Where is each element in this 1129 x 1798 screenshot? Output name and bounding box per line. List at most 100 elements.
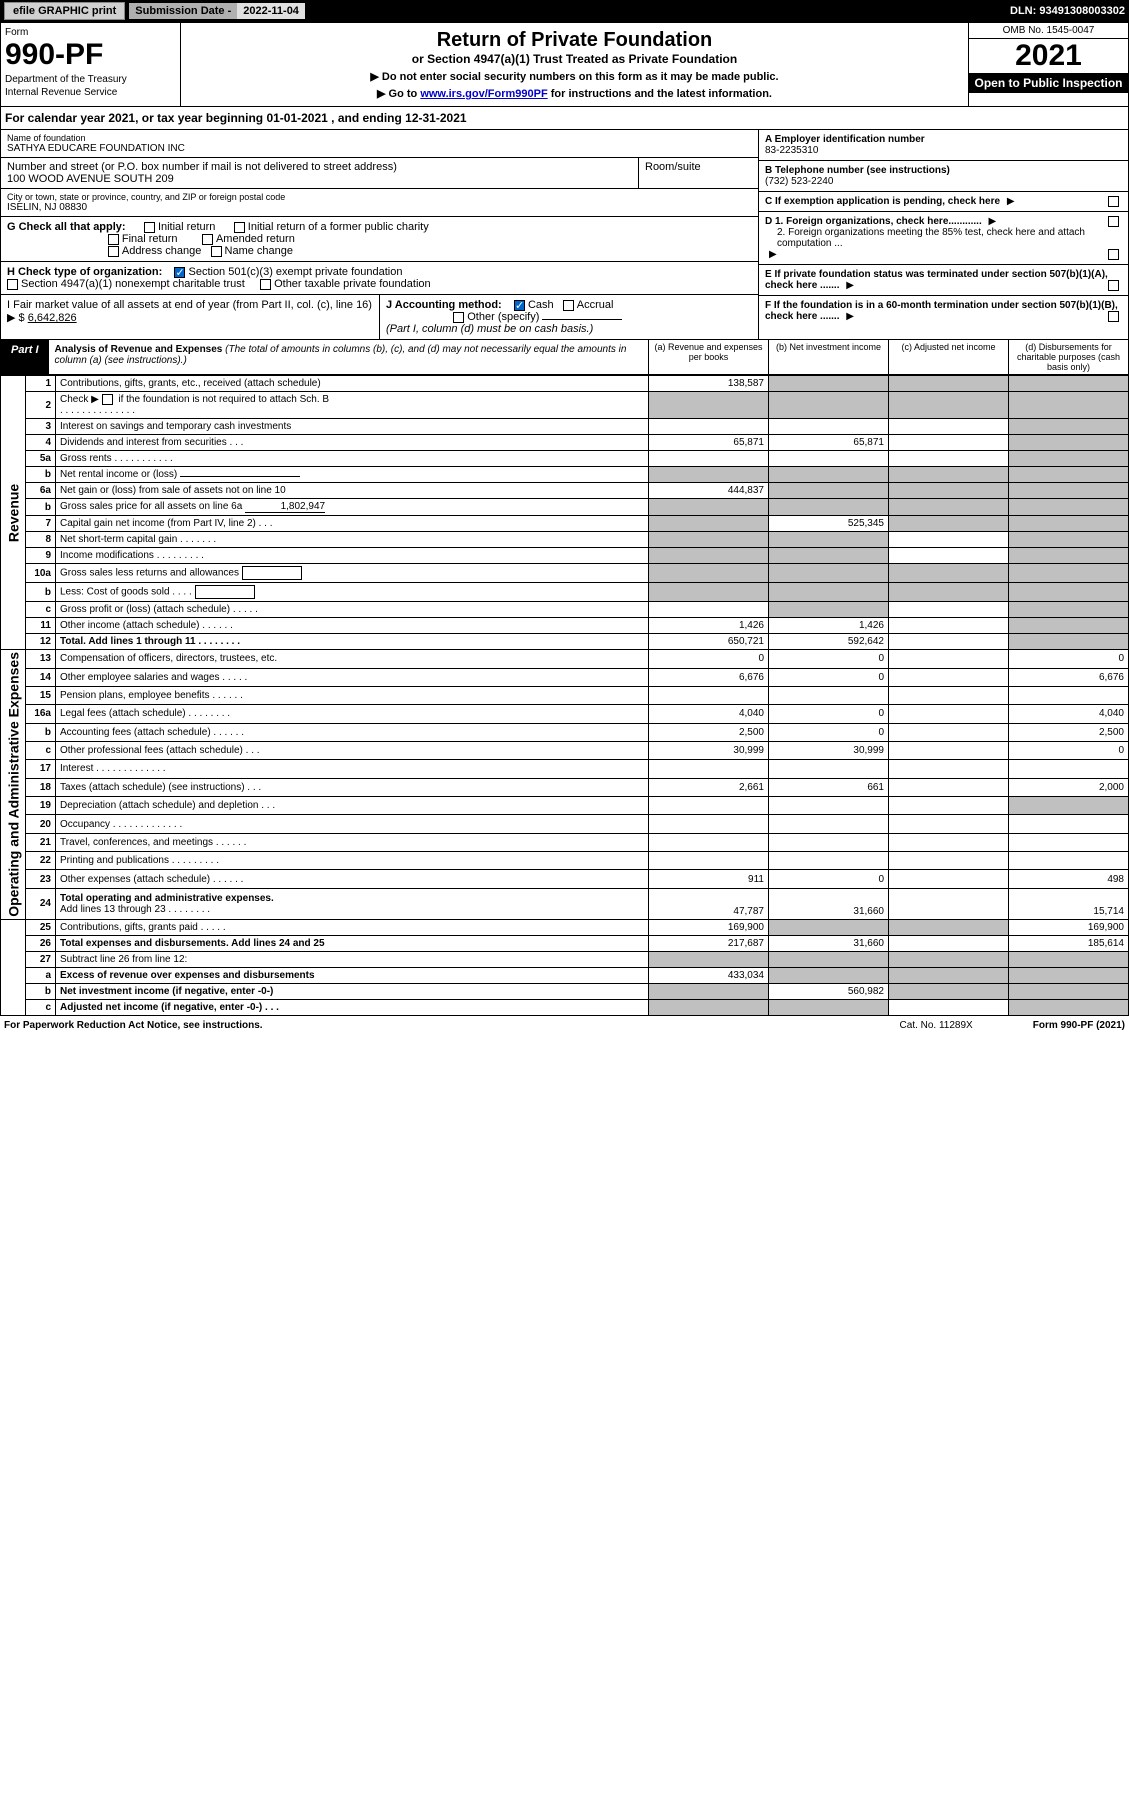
row-7: 7Capital gain net income (from Part IV, … (1, 516, 1129, 532)
form-label: Form (5, 27, 176, 38)
col-c-header: (c) Adjusted net income (888, 340, 1008, 374)
row-8: 8Net short-term capital gain . . . . . .… (1, 532, 1129, 548)
submission-date: 2022-11-04 (237, 3, 305, 19)
row-22: 22Printing and publications . . . . . . … (1, 852, 1129, 870)
checkbox-sch-b[interactable] (102, 394, 113, 405)
name-label: Name of foundation (7, 133, 752, 143)
row-25: 25Contributions, gifts, grants paid . . … (1, 919, 1129, 935)
checkbox-addr-change[interactable] (108, 246, 119, 257)
a-label: A Employer identification number (765, 134, 925, 145)
phone: (732) 523-2240 (765, 176, 833, 187)
row-27b: bNet investment income (if negative, ent… (1, 983, 1129, 999)
row-10c: cGross profit or (loss) (attach schedule… (1, 602, 1129, 618)
fair-market-value: 6,642,826 (28, 312, 77, 324)
checkbox-final[interactable] (108, 234, 119, 245)
room-label: Room/suite (645, 161, 752, 173)
row-16b: bAccounting fees (attach schedule) . . .… (1, 723, 1129, 741)
checkbox-4947[interactable] (7, 279, 18, 290)
top-bar: efile GRAPHIC print Submission Date - 20… (0, 0, 1129, 22)
row-15: 15Pension plans, employee benefits . . .… (1, 686, 1129, 704)
row-20: 20Occupancy . . . . . . . . . . . . . (1, 815, 1129, 833)
part1-tag: Part I (1, 340, 49, 374)
checkbox-cash[interactable] (514, 300, 525, 311)
efile-print-button[interactable]: efile GRAPHIC print (4, 2, 125, 20)
tax-year: 2021 (969, 39, 1128, 73)
col-b-header: (b) Net investment income (768, 340, 888, 374)
j-note: (Part I, column (d) must be on cash basi… (386, 323, 593, 335)
irs-link[interactable]: www.irs.gov/Form990PF (420, 88, 547, 100)
addr-label: Number and street (or P.O. box number if… (7, 161, 632, 173)
e-label: E If private foundation status was termi… (765, 269, 1108, 291)
row-5a: 5aGross rents . . . . . . . . . . . (1, 451, 1129, 467)
checkbox-e[interactable] (1108, 280, 1119, 291)
row-3: 3Interest on savings and temporary cash … (1, 419, 1129, 435)
dln: DLN: 93491308003302 (1010, 5, 1125, 17)
city-state-zip: ISELIN, NJ 08830 (7, 202, 752, 213)
form-subtitle: or Section 4947(a)(1) Trust Treated as P… (187, 52, 962, 66)
submission-label: Submission Date - (129, 3, 237, 19)
note-link: ▶ Go to www.irs.gov/Form990PF for instru… (187, 87, 962, 100)
row-10a: 10aGross sales less returns and allowanc… (1, 564, 1129, 583)
row-4: 4Dividends and interest from securities … (1, 435, 1129, 451)
row-5b: bNet rental income or (loss) (1, 467, 1129, 483)
checkbox-initial[interactable] (144, 222, 155, 233)
row-10b: bLess: Cost of goods sold . . . . (1, 583, 1129, 602)
checkbox-name-change[interactable] (211, 246, 222, 257)
omb-number: OMB No. 1545-0047 (969, 23, 1128, 39)
row-19: 19Depreciation (attach schedule) and dep… (1, 797, 1129, 815)
d2-label: 2. Foreign organizations meeting the 85%… (765, 227, 1122, 249)
form-title: Return of Private Foundation (187, 29, 962, 52)
form-header: Form 990-PF Department of the Treasury I… (0, 22, 1129, 107)
checkbox-501c3[interactable] (174, 267, 185, 278)
row-17: 17Interest . . . . . . . . . . . . . (1, 760, 1129, 778)
revenue-side-label: Revenue (1, 376, 26, 650)
row-14: 14Other employee salaries and wages . . … (1, 668, 1129, 686)
row-27: 27Subtract line 26 from line 12: (1, 951, 1129, 967)
h-label: H Check type of organization: (7, 266, 162, 278)
d1-label: D 1. Foreign organizations, check here..… (765, 216, 982, 227)
b-label: B Telephone number (see instructions) (765, 165, 950, 176)
foundation-name: SATHYA EDUCARE FOUNDATION INC (7, 143, 752, 154)
address: 100 WOOD AVENUE SOUTH 209 (7, 173, 632, 185)
g-label: G Check all that apply: (7, 221, 126, 233)
checkbox-other-method[interactable] (453, 312, 464, 323)
meta-section: Name of foundation SATHYA EDUCARE FOUNDA… (0, 130, 1129, 340)
dept-treasury: Department of the Treasury (5, 74, 176, 85)
row-24: 24Total operating and administrative exp… (1, 888, 1129, 919)
checkbox-accrual[interactable] (563, 300, 574, 311)
row-23: 23Other expenses (attach schedule) . . .… (1, 870, 1129, 888)
form-number: 990-PF (5, 38, 176, 72)
row-1: Revenue1Contributions, gifts, grants, et… (1, 376, 1129, 392)
row-11: 11Other income (attach schedule) . . . .… (1, 618, 1129, 634)
cat-no: Cat. No. 11289X (900, 1020, 973, 1031)
row-27a: aExcess of revenue over expenses and dis… (1, 967, 1129, 983)
pra-notice: For Paperwork Reduction Act Notice, see … (4, 1020, 263, 1031)
checkbox-amended[interactable] (202, 234, 213, 245)
j-label: J Accounting method: (386, 299, 502, 311)
row-6a: 6aNet gain or (loss) from sale of assets… (1, 483, 1129, 499)
checkbox-initial-former[interactable] (234, 222, 245, 233)
part1-title: Analysis of Revenue and Expenses (55, 344, 223, 355)
row-9: 9Income modifications . . . . . . . . . (1, 548, 1129, 564)
row-6b: bGross sales price for all assets on lin… (1, 499, 1129, 516)
form-ref: Form 990-PF (2021) (1033, 1020, 1125, 1031)
checkbox-c[interactable] (1108, 196, 1119, 207)
row-16c: cOther professional fees (attach schedul… (1, 741, 1129, 759)
row-16a: 16aLegal fees (attach schedule) . . . . … (1, 705, 1129, 723)
row-13: Operating and Administrative Expenses13C… (1, 650, 1129, 668)
row-18: 18Taxes (attach schedule) (see instructi… (1, 778, 1129, 796)
note-ssn: ▶ Do not enter social security numbers o… (187, 70, 962, 83)
col-d-header: (d) Disbursements for charitable purpose… (1008, 340, 1128, 374)
expenses-side-label: Operating and Administrative Expenses (1, 650, 26, 920)
part1-table: Revenue1Contributions, gifts, grants, et… (0, 375, 1129, 1016)
irs-label: Internal Revenue Service (5, 87, 176, 98)
part1-header: Part I Analysis of Revenue and Expenses … (0, 340, 1129, 375)
checkbox-other-taxable[interactable] (260, 279, 271, 290)
checkbox-d1[interactable] (1108, 216, 1119, 227)
checkbox-f[interactable] (1108, 311, 1119, 322)
row-12: 12Total. Add lines 1 through 11 . . . . … (1, 634, 1129, 650)
checkbox-d2[interactable] (1108, 249, 1119, 260)
ein: 83-2235310 (765, 145, 818, 156)
row-27c: cAdjusted net income (if negative, enter… (1, 999, 1129, 1015)
col-a-header: (a) Revenue and expenses per books (648, 340, 768, 374)
